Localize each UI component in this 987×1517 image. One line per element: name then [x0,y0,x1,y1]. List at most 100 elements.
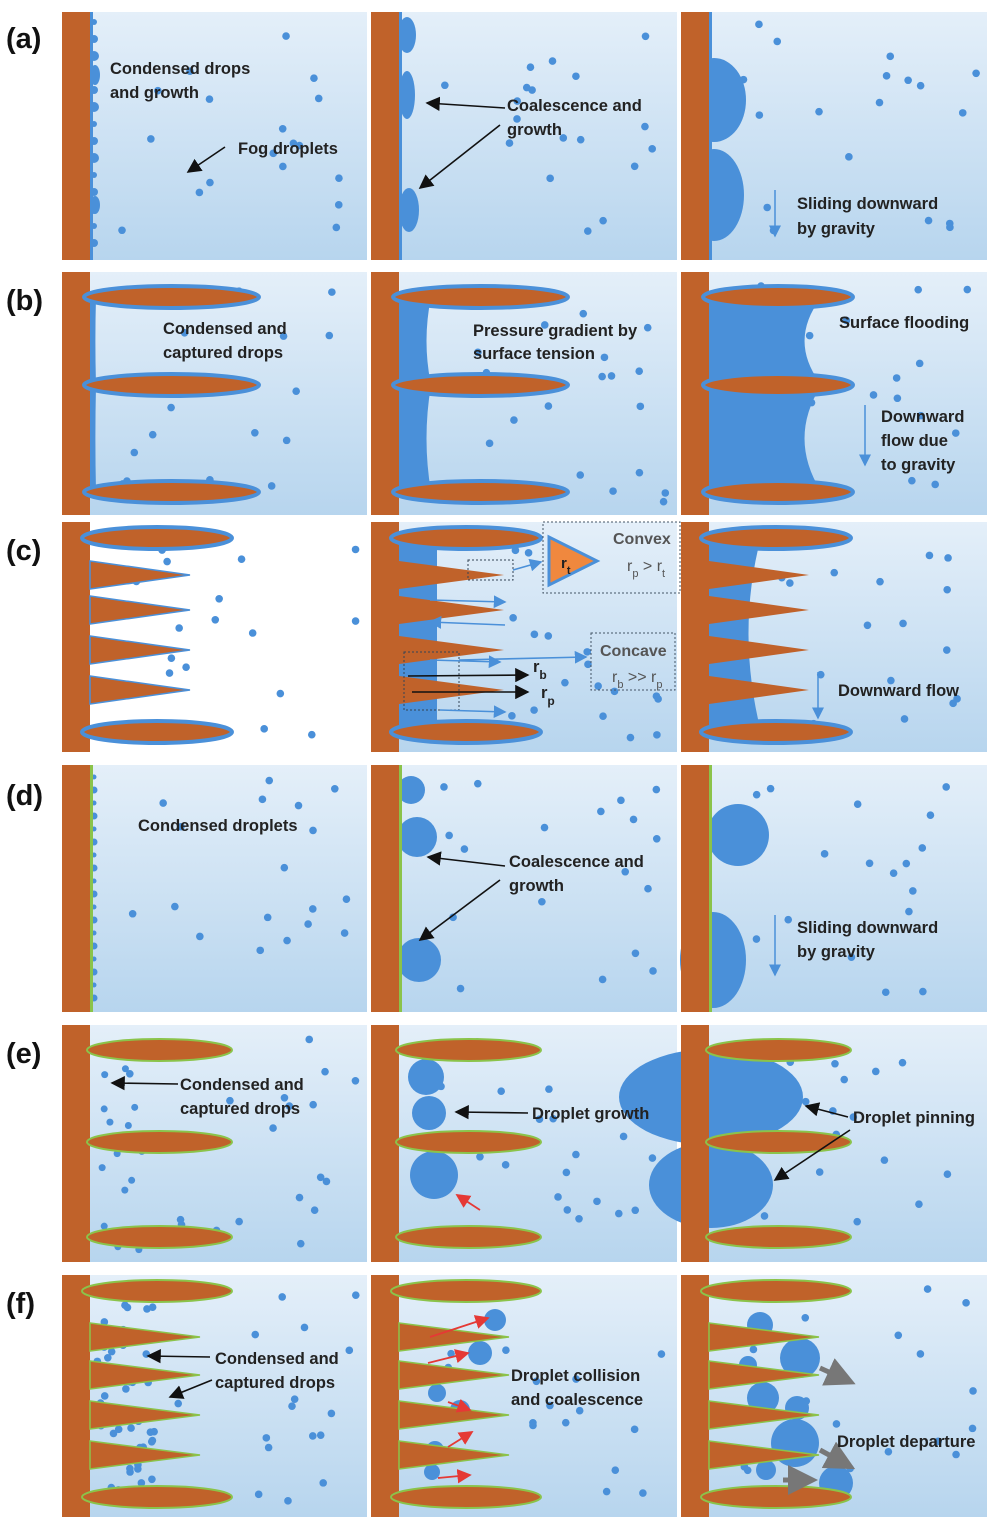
arrow [418,879,501,941]
droplet [801,1097,810,1106]
droplet [584,227,592,235]
arrow [426,851,506,867]
droplet [180,328,189,337]
droplet [167,403,175,412]
fin [701,479,855,505]
droplet [171,902,179,911]
droplet [609,487,617,495]
droplet [958,109,967,117]
film [398,12,402,260]
droplet [351,1291,360,1299]
droplet [288,1402,296,1410]
droplet [832,1420,841,1428]
droplet [332,223,341,232]
droplet [90,35,98,43]
droplet [599,712,607,721]
wall [62,522,90,752]
caption: growth [507,121,562,139]
droplet [752,790,761,799]
droplet [260,725,268,733]
droplet [328,288,336,296]
droplet [89,51,99,61]
droplet [310,1206,319,1214]
arrow [429,1315,490,1338]
droplet [509,614,517,622]
droplet [871,1067,880,1076]
droplet [760,1212,769,1220]
fin [391,372,570,398]
droplet [876,577,884,586]
caption: Fog droplets [238,140,338,158]
droplet [882,72,891,80]
droplet [325,331,334,340]
droplet [951,429,960,437]
symbol: r [612,669,618,686]
droplet [513,115,521,123]
droplet [211,615,220,624]
fin [81,1279,233,1303]
droplet [926,811,935,819]
caption: Droplet pinning [853,1109,975,1127]
droplet [549,1114,557,1123]
caption: by gravity [797,220,876,238]
spike [709,676,809,704]
fin [699,525,853,551]
droplet [847,953,856,962]
droplet [290,1395,299,1404]
panel [62,765,367,1012]
droplet [853,1217,861,1226]
droplet [635,468,644,477]
spike [708,1440,820,1470]
droplet [295,141,304,150]
droplet [314,94,323,103]
arrow [425,96,506,112]
droplet [905,907,913,916]
droplet [652,785,661,794]
wall [62,272,90,515]
droplet [322,1177,331,1186]
droplet [327,1409,336,1418]
droplet [648,145,656,153]
droplet [285,1102,294,1110]
row-label: (d) [6,780,43,812]
droplet [182,663,190,671]
spike [399,676,504,704]
fin [700,1279,852,1303]
droplet [916,81,925,90]
subscript: p [547,694,554,708]
droplet [849,1113,858,1121]
droplet [648,1154,657,1162]
droplet [934,1437,942,1446]
droplet [649,967,657,975]
panel [62,1275,367,1517]
droplet [909,887,917,895]
droplet [602,1487,611,1496]
droplet [505,139,514,147]
droplet [476,1153,484,1161]
caption: Coalescence and [507,97,642,115]
fin [86,1038,233,1062]
spike [399,596,504,624]
drop [397,776,425,804]
arrow [818,1358,856,1386]
wall [371,1275,399,1517]
symbol: >> r [623,669,657,686]
droplet [631,1206,640,1215]
droplet [575,1406,584,1415]
droplet [944,554,952,562]
spike [398,1360,510,1390]
arrow [454,1104,529,1120]
fin [395,1130,542,1154]
droplet [561,1418,570,1427]
droplet [540,823,549,832]
droplet [881,988,890,997]
caption: captured drops [215,1374,335,1392]
arrow [804,1102,849,1118]
spike [89,675,191,705]
caption: to gravity [881,456,956,474]
droplet [280,863,289,872]
fin [390,1279,542,1303]
wall [371,12,399,260]
droplet [526,63,535,72]
droplet [894,1331,903,1340]
